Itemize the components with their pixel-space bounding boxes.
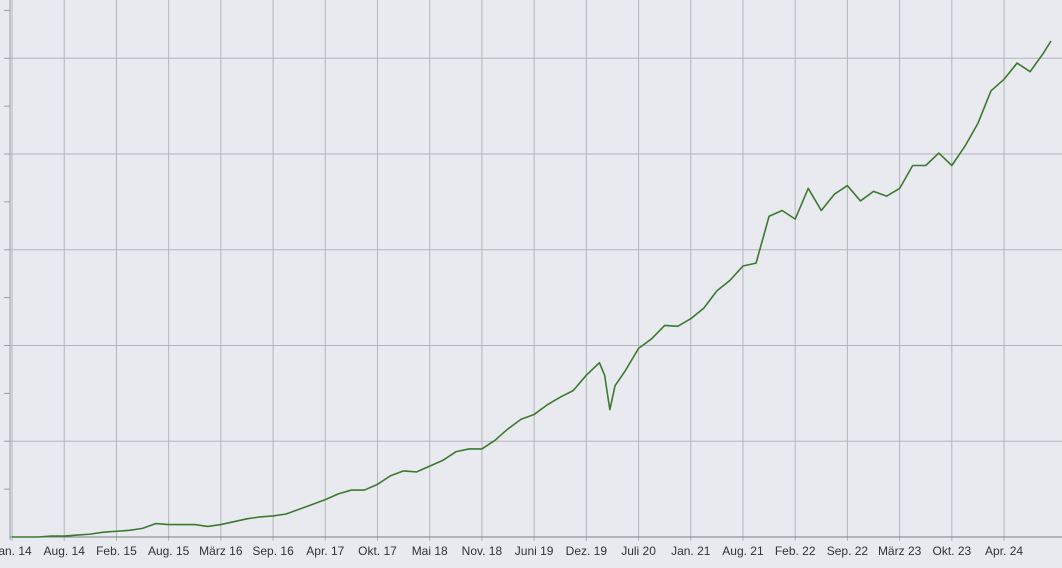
x-tick-label: Juni 19 <box>515 544 554 558</box>
x-tick-label: Nov. 18 <box>462 544 503 558</box>
x-tick-label: März 16 <box>199 544 243 558</box>
x-tick-label: Sep. 16 <box>252 544 294 558</box>
x-tick-label: Aug. 21 <box>722 544 764 558</box>
x-tick-label: Juli 20 <box>621 544 656 558</box>
x-tick-label: Mai 18 <box>412 544 448 558</box>
x-tick-label: Jan. 14 <box>0 544 32 558</box>
x-tick-label: Feb. 22 <box>775 544 816 558</box>
x-tick-label: Apr. 17 <box>306 544 344 558</box>
x-tick-label: Apr. 24 <box>985 544 1023 558</box>
x-tick-label: Aug. 15 <box>148 544 190 558</box>
line-series <box>12 40 1052 538</box>
x-tick-label: Aug. 14 <box>44 544 86 558</box>
x-tick-label: Sep. 22 <box>827 544 869 558</box>
x-tick-label: Dez. 19 <box>566 544 608 558</box>
x-tick-label: Okt. 23 <box>932 544 971 558</box>
x-tick-label: März 23 <box>878 544 922 558</box>
x-tick-label: Okt. 17 <box>358 544 397 558</box>
x-tick-label: Jan. 21 <box>671 544 711 558</box>
x-tick-label: Feb. 15 <box>96 544 137 558</box>
